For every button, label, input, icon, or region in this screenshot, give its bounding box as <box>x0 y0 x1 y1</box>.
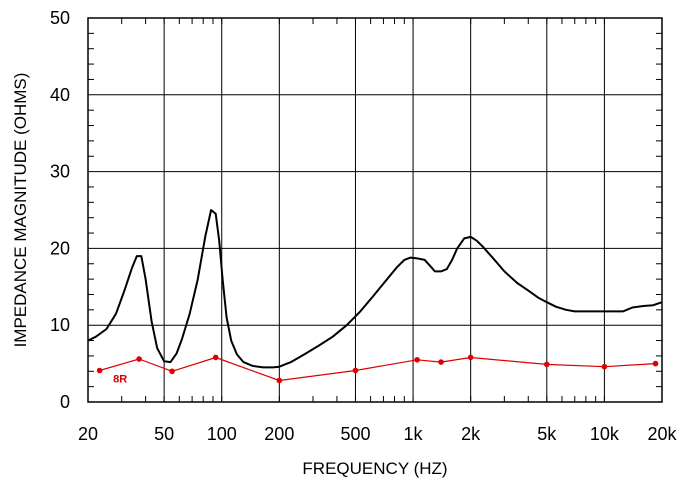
series-8r-line <box>99 356 656 382</box>
series-8r-point <box>96 367 103 374</box>
series-8r-point <box>276 377 283 384</box>
series-8r-point <box>136 356 142 362</box>
tick-labels: 20 50 100 200 500 1k 2k 5k 10k 20k 0 10 20 30 40 50 <box>50 8 678 444</box>
x-tick-label: 5k <box>537 424 557 444</box>
x-tick-label: 100 <box>207 424 237 444</box>
minor-grid <box>88 18 662 402</box>
x-tick-label: 1k <box>404 424 424 444</box>
series-8r-point <box>544 361 550 368</box>
y-tick-label: 30 <box>50 162 70 182</box>
series-8r-point <box>601 363 608 370</box>
series-8r-point <box>438 359 444 365</box>
x-tick-label: 20 <box>78 424 98 444</box>
x-tick-label: 2k <box>461 424 481 444</box>
y-tick-label: 10 <box>50 315 70 335</box>
y-tick-label: 20 <box>50 238 70 258</box>
series-8r-point <box>169 368 175 375</box>
x-tick-label: 200 <box>264 424 294 444</box>
x-tick-label: 20k <box>647 424 677 444</box>
plot-frame <box>87 17 663 403</box>
x-tick-label: 10k <box>590 424 620 444</box>
series-8r-point <box>352 367 359 374</box>
x-axis-label: FREQUENCY (HZ) <box>302 459 447 478</box>
series-8r-point <box>652 360 659 367</box>
series-layer: 8R <box>87 209 663 386</box>
series-label: 8R <box>113 374 127 386</box>
x-tick-label: 50 <box>154 424 174 444</box>
x-tick-label: 500 <box>340 424 370 444</box>
y-axis-label: IMPEDANCE MAGNITUDE (OHMS) <box>11 73 30 348</box>
y-tick-label: 50 <box>50 8 70 28</box>
y-tick-label: 0 <box>60 392 70 412</box>
impedance-curve <box>87 209 663 369</box>
major-grid <box>88 18 662 402</box>
series-8r-point <box>467 354 474 361</box>
series-8r-point <box>212 354 219 361</box>
y-tick-label: 40 <box>50 85 70 105</box>
series-8r-point <box>414 356 420 363</box>
